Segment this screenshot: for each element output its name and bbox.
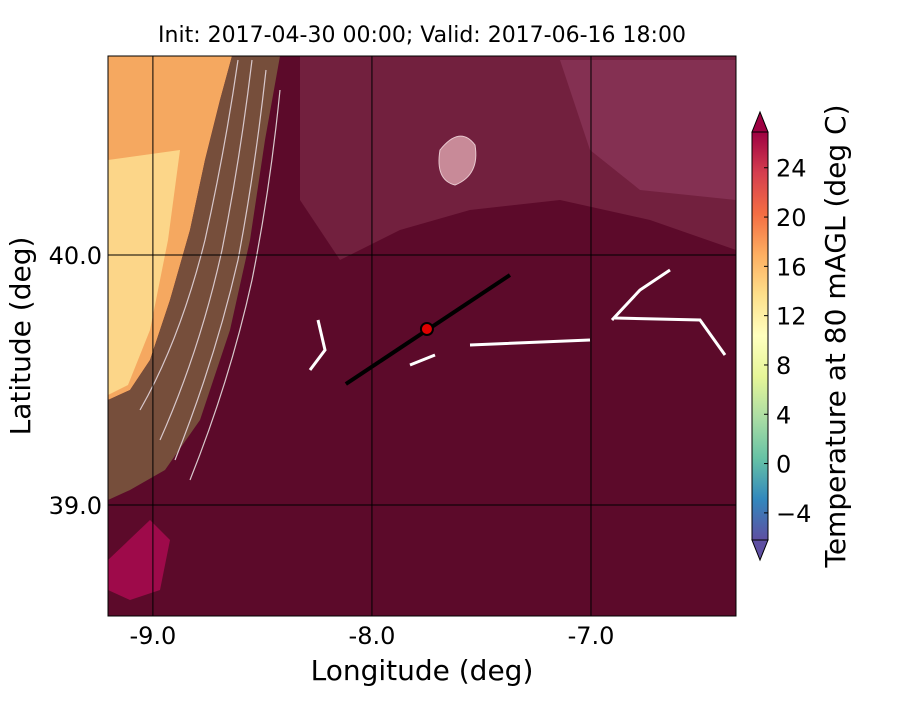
ocean-region <box>108 150 180 395</box>
x-tick-label: -8.0 <box>349 622 396 650</box>
point-marker <box>419 322 434 336</box>
colorbar-extend-bottom <box>751 539 769 562</box>
map <box>108 56 736 616</box>
x-tick-label: -9.0 <box>129 622 176 650</box>
river <box>308 319 436 371</box>
y-tick-label: 39.0 <box>49 492 102 520</box>
colorbar-label: Temperature at 80 mAGL (deg C) <box>819 104 852 568</box>
colorbar-tick-label: 20 <box>776 204 807 232</box>
warm-patch <box>108 520 170 600</box>
colorbar-extend-top <box>751 110 769 133</box>
colorbar-tick-label: 8 <box>776 352 791 380</box>
colorbar-tick-label: 24 <box>776 155 807 183</box>
x-tick-label: -7.0 <box>568 622 615 650</box>
colorbar-tick-label: 16 <box>776 253 807 281</box>
plot-frame <box>107 55 737 617</box>
y-axis-label: Latitude (deg) <box>4 237 37 436</box>
colorbar-tick-label: 0 <box>776 451 791 479</box>
terrain-shade <box>560 60 736 200</box>
terrain-peak <box>438 135 477 186</box>
river <box>469 268 727 356</box>
colorbar-tick-label: −4 <box>776 500 811 528</box>
contour-line <box>139 59 281 481</box>
y-tick-label: 40.0 <box>49 242 102 270</box>
chart-title: Init: 2017-04-30 00:00; Valid: 2017-06-1… <box>158 23 686 48</box>
colorbar-tick-label: 12 <box>776 303 807 331</box>
colorbar-tick-label: 4 <box>776 401 791 429</box>
colorbar <box>751 131 769 541</box>
x-axis-label: Longitude (deg) <box>311 654 534 687</box>
